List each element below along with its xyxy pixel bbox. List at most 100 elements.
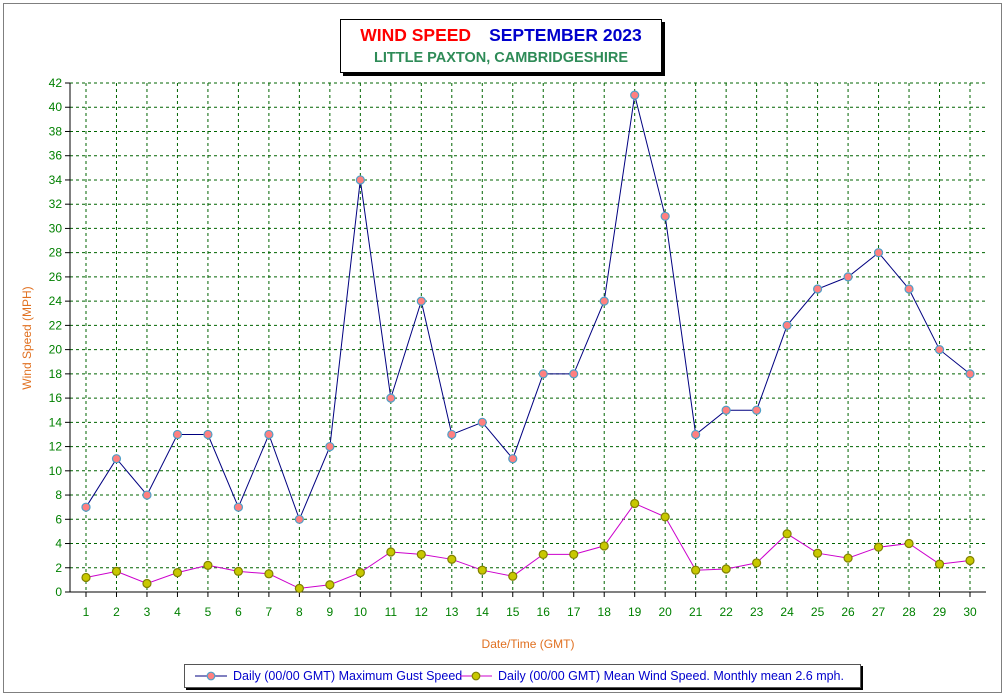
y-tick-label: 34 bbox=[49, 173, 63, 187]
x-tick-label: 23 bbox=[750, 605, 764, 619]
y-tick-label: 12 bbox=[49, 440, 63, 454]
data-point-mean bbox=[447, 554, 457, 564]
data-point-gust bbox=[752, 405, 762, 415]
data-point-mean bbox=[355, 568, 365, 578]
x-axis-label: Date/Time (GMT) bbox=[482, 637, 575, 651]
data-point-gust bbox=[569, 369, 579, 379]
x-tick-label: 21 bbox=[689, 605, 703, 619]
data-point-mean bbox=[569, 549, 579, 560]
y-tick-label: 32 bbox=[49, 197, 63, 211]
y-tick-label: 8 bbox=[55, 488, 62, 502]
data-point-mean bbox=[416, 549, 426, 560]
y-tick-label: 30 bbox=[49, 221, 63, 235]
x-tick-labels: 1 2 3 4 5 6 7 8 9 10 11 12 13 14 15 16 17 18 19 20 21 22 23 24 2… bbox=[83, 605, 977, 619]
data-point-mean bbox=[477, 565, 487, 575]
x-tick-label: 15 bbox=[506, 605, 520, 619]
y-tick-label: 22 bbox=[49, 318, 63, 332]
x-tick-label: 9 bbox=[327, 605, 334, 619]
data-point-mean bbox=[630, 498, 640, 509]
data-point-mean bbox=[843, 553, 853, 563]
x-tick-label: 28 bbox=[902, 605, 916, 619]
data-point-gust bbox=[538, 369, 548, 379]
data-point-mean bbox=[934, 559, 945, 569]
data-point-mean bbox=[873, 542, 884, 552]
data-point-gust bbox=[355, 175, 365, 185]
data-point-mean bbox=[965, 555, 975, 566]
legend-swatch-mean bbox=[460, 671, 492, 681]
data-point-mean bbox=[782, 529, 792, 539]
data-point-mean bbox=[721, 564, 731, 574]
y-tick-label: 14 bbox=[49, 415, 63, 429]
x-tick-label: 19 bbox=[628, 605, 642, 619]
data-point-gust bbox=[965, 369, 975, 379]
x-tick-label: 14 bbox=[476, 605, 490, 619]
data-point-mean bbox=[81, 572, 91, 583]
data-point-gust bbox=[599, 296, 609, 306]
x-tick-label: 4 bbox=[174, 605, 181, 619]
data-point-mean bbox=[142, 578, 152, 589]
data-point-mean bbox=[538, 549, 548, 560]
data-point-gust bbox=[142, 490, 152, 500]
y-tick-label: 4 bbox=[55, 537, 62, 551]
series bbox=[81, 90, 975, 593]
y-tick-label: 6 bbox=[55, 512, 62, 526]
x-tick-label: 29 bbox=[933, 605, 947, 619]
y-tick-label: 20 bbox=[49, 343, 63, 357]
series-line-mean bbox=[85, 502, 971, 589]
title-month: SEPTEMBER 2023 bbox=[489, 25, 642, 45]
x-tick-label: 24 bbox=[780, 605, 794, 619]
x-tick-label: 20 bbox=[658, 605, 672, 619]
data-point-gust bbox=[81, 502, 91, 512]
data-point-gust bbox=[111, 454, 122, 464]
data-point-gust bbox=[508, 454, 518, 464]
chart-title-box: WIND SPEED SEPTEMBER 2023 LITTLE PAXTON, … bbox=[340, 19, 662, 73]
data-point-mean bbox=[812, 548, 823, 558]
data-point-gust bbox=[691, 429, 701, 440]
x-tick-label: 26 bbox=[841, 605, 855, 619]
x-tick-label: 27 bbox=[872, 605, 886, 619]
x-tick-label: 3 bbox=[144, 605, 151, 619]
x-tick-label: 1 bbox=[83, 605, 90, 619]
data-point-gust bbox=[233, 502, 244, 512]
y-tick-label: 18 bbox=[49, 367, 63, 381]
x-tick-label: 11 bbox=[385, 605, 398, 619]
legend-label-gust: Daily (00/00 GMT) Maximum Gust Speed bbox=[233, 669, 463, 683]
y-axis-label: Wind Speed (MPH) bbox=[20, 286, 34, 389]
legend-label-mean: Daily (00/00 GMT) Mean Wind Speed. Month… bbox=[498, 669, 844, 683]
grid bbox=[70, 82, 986, 592]
data-point-gust bbox=[416, 296, 426, 306]
data-point-gust bbox=[873, 248, 884, 258]
chart-subtitle: LITTLE PAXTON, CAMBRIDGESHIRE bbox=[373, 50, 629, 66]
x-tick-label: 10 bbox=[354, 605, 368, 619]
x-tick-label: 30 bbox=[963, 605, 977, 619]
y-tick-label: 24 bbox=[49, 294, 63, 308]
legend-swatch-gust bbox=[195, 671, 227, 681]
y-tick-label: 10 bbox=[49, 464, 63, 478]
x-tick-label: 25 bbox=[811, 605, 825, 619]
data-point-gust bbox=[264, 429, 274, 440]
data-point-mean bbox=[508, 571, 518, 581]
x-tick-label: 8 bbox=[296, 605, 303, 619]
x-tick-label: 17 bbox=[567, 605, 581, 619]
data-point-mean bbox=[599, 541, 609, 551]
y-tick-label: 42 bbox=[49, 76, 63, 90]
y-tick-label: 40 bbox=[49, 100, 63, 114]
data-point-gust bbox=[934, 345, 945, 355]
x-tick-label: 13 bbox=[445, 605, 459, 619]
data-point-gust bbox=[843, 272, 853, 282]
data-point-mean bbox=[203, 560, 213, 570]
x-tick-label: 22 bbox=[719, 605, 733, 619]
data-point-mean bbox=[325, 580, 335, 590]
data-point-gust bbox=[782, 320, 792, 330]
axes bbox=[65, 82, 986, 597]
data-point-mean bbox=[233, 566, 244, 576]
data-point-gust bbox=[172, 429, 183, 440]
data-point-gust bbox=[325, 441, 335, 452]
data-point-gust bbox=[447, 429, 457, 440]
y-tick-label: 16 bbox=[49, 391, 63, 405]
y-tick-label: 2 bbox=[55, 561, 62, 575]
data-point-mean bbox=[691, 565, 701, 575]
data-point-mean bbox=[904, 538, 914, 549]
